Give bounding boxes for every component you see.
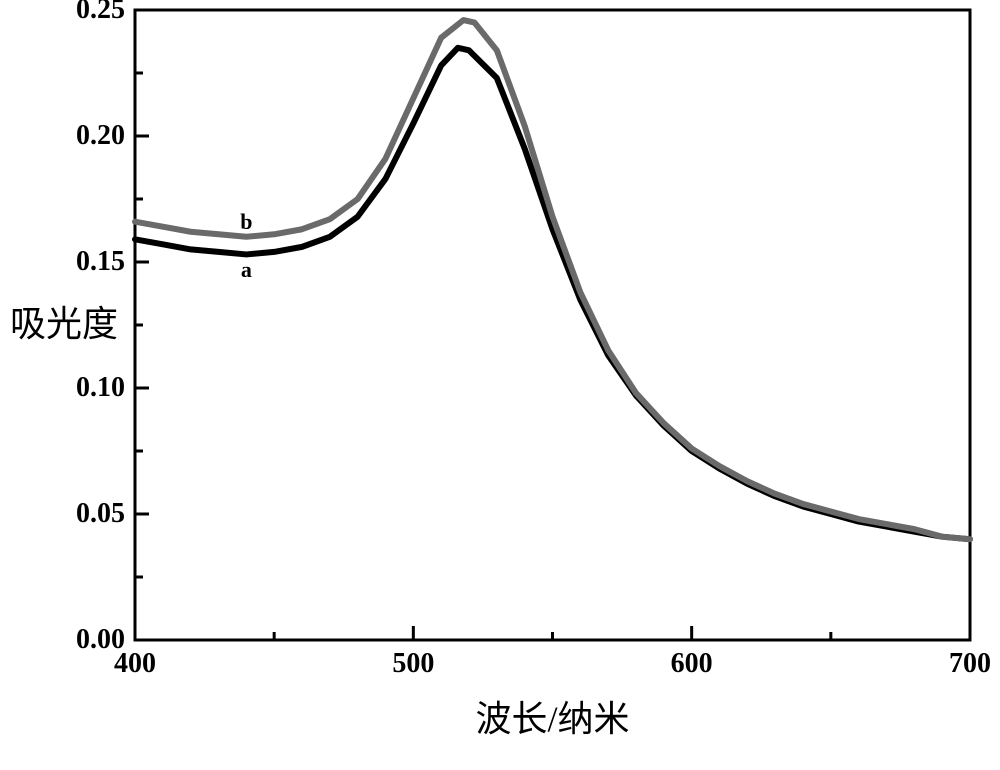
y-tick-label: 0.05 xyxy=(76,498,125,530)
y-tick-label: 0.20 xyxy=(76,120,125,152)
x-tick-label: 700 xyxy=(949,648,991,680)
absorbance-chart: 波长/纳米 吸光度 4005006007000.000.050.100.150.… xyxy=(0,0,1000,765)
series-line-b xyxy=(135,20,970,539)
x-tick-label: 500 xyxy=(392,648,434,680)
series-label-b: b xyxy=(240,209,252,235)
y-axis-title: 吸光度 xyxy=(10,306,46,344)
y-tick-label: 0.25 xyxy=(76,0,125,26)
x-axis-title: 波长/纳米 xyxy=(475,690,629,742)
y-tick-label: 0.00 xyxy=(76,624,125,656)
series-label-a: a xyxy=(241,257,252,283)
y-tick-label: 0.10 xyxy=(76,372,125,404)
x-tick-label: 600 xyxy=(671,648,713,680)
series-line-a xyxy=(135,48,970,539)
y-tick-label: 0.15 xyxy=(76,246,125,278)
